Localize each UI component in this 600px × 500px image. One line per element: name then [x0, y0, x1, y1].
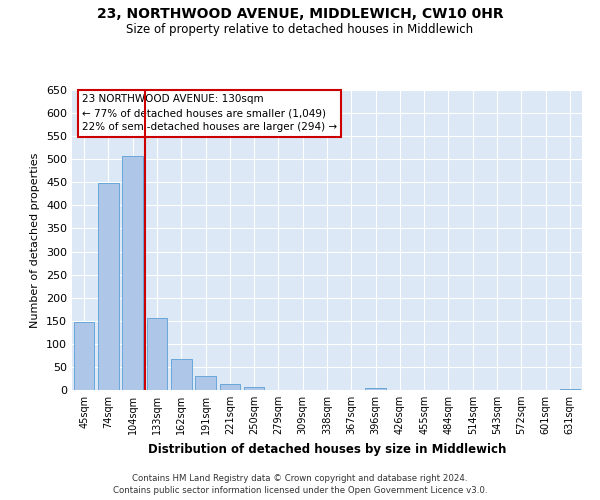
- Text: 23 NORTHWOOD AVENUE: 130sqm
← 77% of detached houses are smaller (1,049)
22% of : 23 NORTHWOOD AVENUE: 130sqm ← 77% of det…: [82, 94, 337, 132]
- Bar: [74, 322, 94, 390]
- Y-axis label: Number of detached properties: Number of detached properties: [31, 152, 40, 328]
- Bar: [365, 388, 386, 390]
- Text: Contains HM Land Registry data © Crown copyright and database right 2024.
Contai: Contains HM Land Registry data © Crown c…: [113, 474, 487, 495]
- Bar: [195, 376, 216, 390]
- Bar: [171, 359, 191, 390]
- Bar: [122, 156, 143, 390]
- Text: 23, NORTHWOOD AVENUE, MIDDLEWICH, CW10 0HR: 23, NORTHWOOD AVENUE, MIDDLEWICH, CW10 0…: [97, 8, 503, 22]
- Bar: [560, 388, 580, 390]
- Bar: [98, 183, 119, 390]
- Bar: [146, 318, 167, 390]
- Text: Distribution of detached houses by size in Middlewich: Distribution of detached houses by size …: [148, 442, 506, 456]
- Bar: [220, 384, 240, 390]
- Bar: [244, 387, 265, 390]
- Text: Size of property relative to detached houses in Middlewich: Size of property relative to detached ho…: [127, 22, 473, 36]
